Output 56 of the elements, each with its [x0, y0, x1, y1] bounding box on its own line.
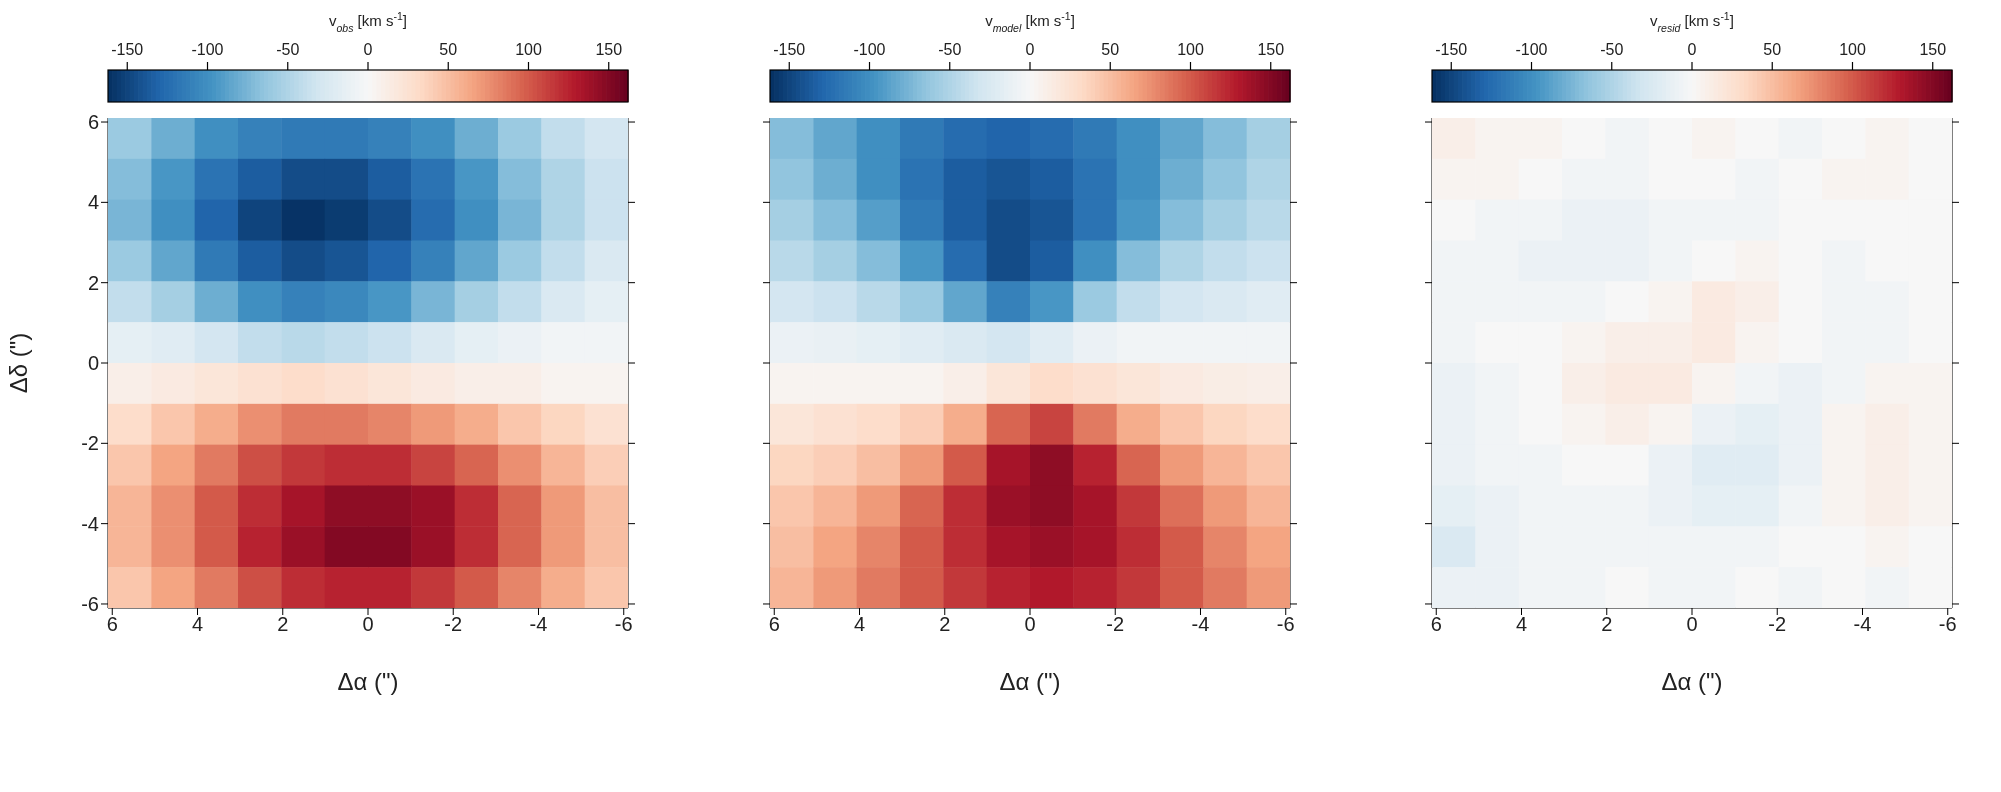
- x-tick-label: 4: [1515, 613, 1528, 636]
- color-bar-label: 100: [1177, 41, 1204, 58]
- x-tick-label: 2: [1601, 613, 1613, 636]
- color-bar-title: v$_{model}$ [km s$^{-1}$]: [985, 10, 1075, 34]
- x-tick-label: 6: [1430, 613, 1442, 636]
- x-tick-label: 6: [768, 613, 780, 636]
- color-bar-label: 100: [515, 41, 542, 58]
- color-bar-label: 150: [1919, 41, 1947, 58]
- color-bar-label: 100: [1839, 41, 1866, 58]
- y-tick-label: -6: [81, 593, 99, 616]
- color-bar-label: -150: [773, 41, 806, 58]
- y-axis-title: Δδ ("): [4, 332, 32, 394]
- x-tick-label: -2: [1106, 613, 1125, 636]
- y-tick-label: -2: [81, 432, 99, 455]
- x-tick-label: 4: [191, 613, 204, 636]
- color-bar-label: -50: [1600, 41, 1624, 58]
- x-tick-label: 2: [277, 613, 289, 636]
- color-bar-label: 0: [363, 41, 373, 58]
- y-tick-label: 6: [87, 111, 99, 134]
- x-axis-title: Δα ("): [1661, 668, 1723, 695]
- x-tick-label: -6: [1276, 613, 1295, 636]
- x-tick-label: -2: [444, 613, 463, 636]
- color-bar-label: -100: [1515, 41, 1548, 58]
- x-tick-label: 0: [1686, 613, 1698, 636]
- x-tick-label: -4: [529, 613, 548, 636]
- color-bar-label: 50: [1763, 41, 1782, 58]
- y-tick-label: 4: [87, 191, 99, 214]
- color-bar-title: v$_{obs}$ [km s$^{-1}$]: [329, 10, 407, 34]
- x-tick-label: 6: [106, 613, 118, 636]
- y-tick-label: 0: [87, 352, 99, 375]
- x-tick-label: -4: [1191, 613, 1210, 636]
- color-bar-label: 150: [1257, 41, 1285, 58]
- x-tick-label: 0: [1024, 613, 1036, 636]
- color-bar-label: 50: [439, 41, 458, 58]
- x-tick-label: -2: [1768, 613, 1787, 636]
- x-tick-label: -4: [1853, 613, 1872, 636]
- color-bar-label: -150: [111, 41, 144, 58]
- color-bar-label: 150: [595, 41, 623, 58]
- x-tick-label: 2: [939, 613, 951, 636]
- x-axis-title: Δα ("): [999, 668, 1061, 695]
- color-bar-label: 0: [1025, 41, 1035, 58]
- y-tick-label: 2: [87, 271, 99, 294]
- color-bar-label: -50: [276, 41, 300, 58]
- x-tick-label: -6: [1938, 613, 1957, 636]
- x-tick-label: -6: [614, 613, 633, 636]
- color-bar-title: v$_{resid}$ [km s$^{-1}$]: [1650, 10, 1734, 34]
- y-tick-label: -4: [81, 512, 99, 535]
- color-bar-label: -100: [853, 41, 886, 58]
- x-tick-label: 4: [853, 613, 866, 636]
- color-bar-label: -100: [191, 41, 224, 58]
- color-bar-label: 50: [1101, 41, 1120, 58]
- color-bar-label: -50: [938, 41, 962, 58]
- x-tick-label: 0: [362, 613, 374, 636]
- color-bar-label: 0: [1687, 41, 1697, 58]
- color-bar-label: -150: [1435, 41, 1468, 58]
- x-axis-title: Δα ("): [337, 668, 399, 695]
